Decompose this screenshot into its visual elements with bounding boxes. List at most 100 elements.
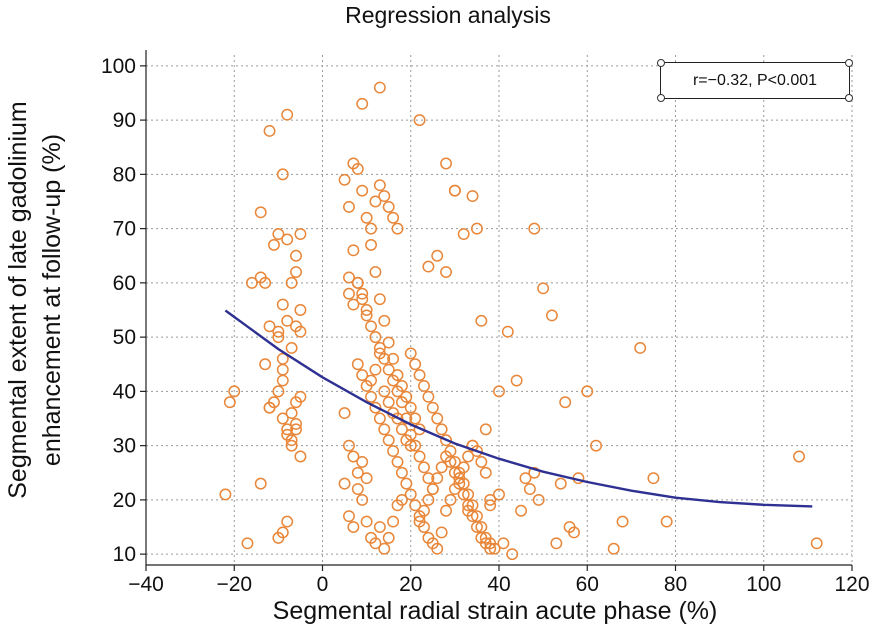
data-point xyxy=(285,342,298,354)
x-tick-label: 120 xyxy=(834,573,869,596)
data-point xyxy=(510,374,523,387)
data-point xyxy=(272,228,285,240)
resize-handle-bottom-left[interactable] xyxy=(657,94,665,102)
data-point xyxy=(360,380,373,392)
data-point xyxy=(484,499,497,512)
data-point xyxy=(810,537,823,550)
data-point xyxy=(347,298,360,311)
x-tick-label: 40 xyxy=(487,573,510,596)
data-point xyxy=(413,515,426,528)
data-point xyxy=(360,304,373,316)
data-point xyxy=(378,190,391,203)
data-point xyxy=(391,455,404,468)
data-point xyxy=(532,493,545,506)
data-point xyxy=(435,461,448,474)
data-point xyxy=(338,173,351,186)
data-point xyxy=(356,293,369,306)
data-point xyxy=(343,271,355,284)
y-axis-label-line-1: Segmental extent of late gadolinium xyxy=(4,101,32,499)
data-point xyxy=(356,369,369,382)
data-point xyxy=(484,542,497,555)
data-point xyxy=(590,439,603,452)
data-point xyxy=(501,325,514,338)
data-point xyxy=(470,521,483,533)
data-point xyxy=(435,423,448,436)
x-axis-label: Segmental radial strain acute phase (%) xyxy=(272,597,718,625)
x-ticks: −40 −20 0 20 40 60 80 100 120 xyxy=(128,565,870,596)
data-point xyxy=(418,380,430,392)
data-point xyxy=(462,450,475,463)
data-point xyxy=(387,374,400,387)
data-point xyxy=(409,499,422,512)
data-point xyxy=(276,412,289,425)
data-point xyxy=(285,276,298,289)
annotation-box[interactable]: r=−0.32, P<0.001 xyxy=(657,59,853,102)
data-point xyxy=(546,309,558,322)
data-point xyxy=(400,477,413,490)
data-point xyxy=(409,412,422,425)
data-point xyxy=(373,179,386,192)
data-point xyxy=(404,401,417,414)
data-point xyxy=(343,510,355,523)
data-point xyxy=(440,266,452,278)
y-tick-label: 40 xyxy=(113,380,136,403)
data-point xyxy=(281,314,294,327)
data-point xyxy=(276,363,289,376)
data-point xyxy=(290,396,302,409)
data-point xyxy=(391,412,404,425)
data-point xyxy=(440,504,452,517)
data-point xyxy=(369,195,382,208)
data-point xyxy=(528,466,541,479)
data-point xyxy=(554,477,567,490)
data-point xyxy=(281,108,294,121)
data-point xyxy=(506,548,519,561)
data-point xyxy=(272,325,285,338)
data-point xyxy=(387,211,400,224)
data-point xyxy=(391,222,404,235)
data-point xyxy=(440,157,452,170)
data-point xyxy=(378,423,391,436)
data-point xyxy=(347,450,360,463)
data-point xyxy=(422,472,435,485)
data-point xyxy=(559,396,572,409)
data-point xyxy=(793,450,805,463)
data-point xyxy=(444,493,457,506)
y-tick-label: 70 xyxy=(113,218,136,241)
y-tick-label: 90 xyxy=(113,109,136,132)
data-point xyxy=(276,298,289,311)
data-point xyxy=(426,401,439,414)
data-point xyxy=(457,488,470,501)
data-point xyxy=(537,282,550,295)
data-point xyxy=(435,526,448,539)
data-point xyxy=(422,390,435,403)
data-point xyxy=(448,184,461,197)
x-tick-label: 0 xyxy=(317,573,329,596)
data-point xyxy=(245,276,258,289)
data-point xyxy=(360,515,373,528)
data-point xyxy=(254,477,267,490)
data-point xyxy=(448,466,461,479)
data-point xyxy=(395,493,408,506)
data-point xyxy=(347,244,360,257)
data-point xyxy=(493,488,505,501)
data-point xyxy=(373,521,386,533)
data-point xyxy=(351,466,364,479)
data-point xyxy=(581,385,594,398)
data-point xyxy=(457,228,470,240)
data-point xyxy=(351,162,364,175)
data-point xyxy=(276,374,289,387)
data-point xyxy=(497,537,510,550)
y-tick-label: 80 xyxy=(113,163,136,186)
resize-handle-bottom-right[interactable] xyxy=(845,94,853,102)
resize-handle-top-left[interactable] xyxy=(657,59,665,67)
data-point xyxy=(356,455,369,468)
data-point xyxy=(365,222,377,235)
data-point xyxy=(634,342,647,354)
data-point xyxy=(290,266,302,278)
data-point xyxy=(347,521,360,533)
data-point xyxy=(263,320,276,333)
axes xyxy=(145,50,852,566)
data-point xyxy=(413,369,426,382)
y-axis-label-line-2: enhancement at follow-up (%) xyxy=(38,133,66,467)
resize-handle-top-right[interactable] xyxy=(845,59,853,67)
